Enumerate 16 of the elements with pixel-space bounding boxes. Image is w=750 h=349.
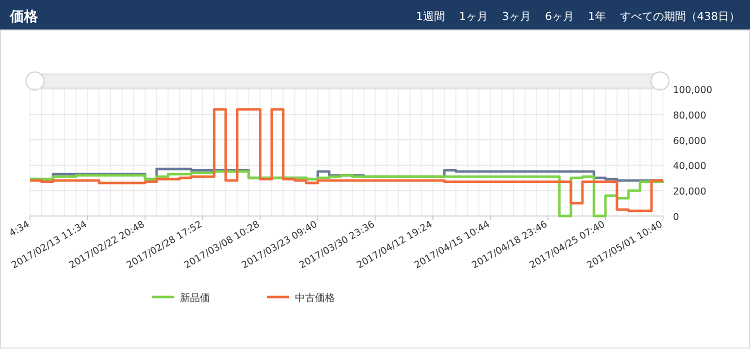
y-tick-label: 60,000	[673, 136, 706, 147]
x-tick-label: 4:34	[8, 219, 32, 240]
y-tick-label: 100,000	[673, 85, 712, 96]
text: 6ヶ月	[545, 10, 574, 23]
text: すべての期間（438日）	[620, 10, 740, 23]
text: 1ヶ月	[459, 10, 488, 23]
legend-label: 新品価	[180, 292, 210, 304]
y-tick-label: 40,000	[673, 161, 706, 172]
text: 1年	[588, 10, 606, 23]
y-tick-label: 0	[673, 212, 680, 223]
legend-label: 中古価格	[295, 292, 335, 304]
text: 3ヶ月	[502, 10, 531, 23]
text: 1週間	[416, 10, 445, 23]
y-tick-label: 80,000	[673, 110, 706, 122]
chart-title: 価格	[9, 9, 39, 25]
y-tick-label: 20,000	[673, 186, 706, 198]
